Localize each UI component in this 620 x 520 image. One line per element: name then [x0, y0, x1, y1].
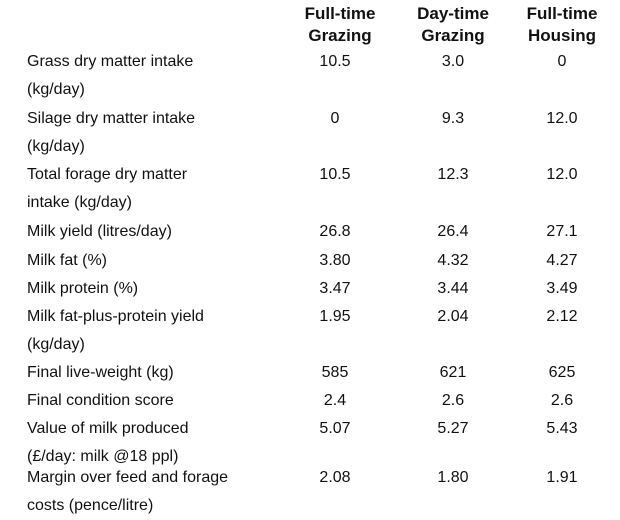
- cell-value: 3.0: [441, 53, 465, 70]
- cell-value: 1.91: [546, 469, 578, 486]
- row-label: Milk fat-plus-protein yield (kg/day): [27, 308, 204, 353]
- cell-value: 2.6: [550, 392, 574, 409]
- cell-value: 26.4: [437, 223, 469, 240]
- cell-value: 5.43: [546, 420, 578, 437]
- cell-value: 9.3: [441, 110, 465, 127]
- cell-value: 621: [439, 364, 467, 381]
- cell-value: 0: [557, 53, 567, 70]
- cell-value: 3.80: [319, 252, 351, 269]
- cell-value: 4.27: [546, 252, 578, 269]
- row-label: Silage dry matter intake (kg/day): [27, 110, 196, 155]
- cell-value: 2.12: [546, 308, 578, 325]
- cell-value: 2.4: [323, 392, 347, 409]
- cell-value: 3.49: [546, 280, 578, 297]
- cell-value: 1.80: [437, 469, 469, 486]
- cell-value: 26.8: [319, 223, 351, 240]
- row-label: Milk protein (%): [27, 280, 139, 297]
- row-label: Milk yield (litres/day): [27, 223, 172, 240]
- row-label: Milk fat (%): [27, 252, 107, 269]
- cell-value: 12.3: [437, 166, 469, 183]
- cell-value: 12.0: [546, 166, 578, 183]
- cell-value: 625: [548, 364, 576, 381]
- cell-value: 12.0: [546, 110, 578, 127]
- cell-value: 10.5: [319, 166, 351, 183]
- cell-value: 3.44: [437, 280, 469, 297]
- column-header-full-time-grazing: Full-time Grazing: [304, 4, 376, 45]
- row-label: Grass dry matter intake (kg/day): [27, 53, 194, 98]
- cell-value: 3.47: [319, 280, 351, 297]
- cell-value: 2.08: [319, 469, 351, 486]
- row-label: Final live-weight (kg): [27, 364, 174, 381]
- column-header-full-time-housing: Full-time Housing: [526, 4, 598, 45]
- row-label: Final condition score: [27, 392, 174, 409]
- cell-value: 10.5: [319, 53, 351, 70]
- cell-value: 5.07: [319, 420, 351, 437]
- cell-value: 1.95: [319, 308, 351, 325]
- row-label: Value of milk produced (£/day: milk @18 …: [27, 420, 189, 465]
- cell-value: 585: [321, 364, 349, 381]
- cell-value: 27.1: [546, 223, 578, 240]
- cell-value: 2.6: [441, 392, 465, 409]
- table-header: Full-time Grazing Day-time Grazing Full-…: [0, 3, 620, 53]
- cell-value: 2.04: [437, 308, 469, 325]
- row-label: Total forage dry matter intake (kg/day): [27, 166, 188, 211]
- row-label: Margin over feed and forage costs (pence…: [27, 469, 229, 514]
- cell-value: 0: [330, 110, 340, 127]
- cell-value: 5.27: [437, 420, 469, 437]
- cell-value: 4.32: [437, 252, 469, 269]
- column-header-day-time-grazing: Day-time Grazing: [417, 4, 489, 45]
